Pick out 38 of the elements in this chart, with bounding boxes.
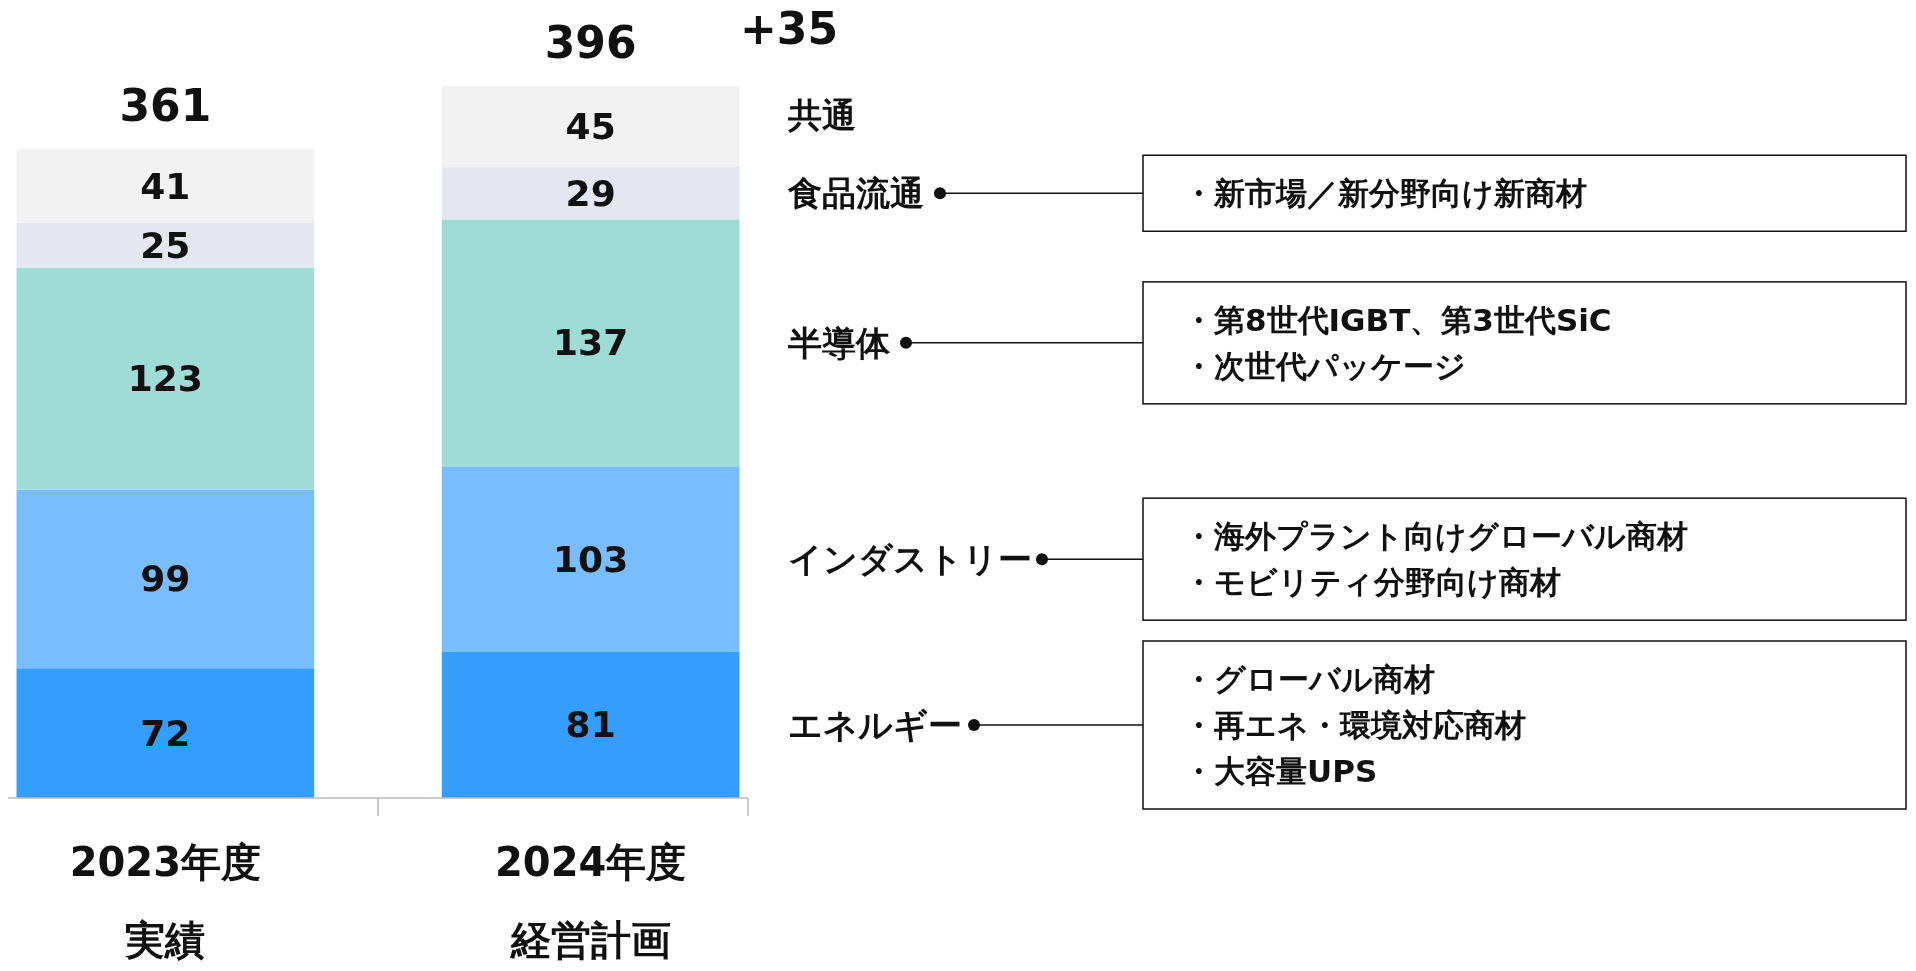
data-label: 41 <box>140 165 191 207</box>
bar <box>16 668 315 798</box>
bar <box>441 86 740 168</box>
bar <box>441 167 740 220</box>
text: ・次世代パッケージ <box>1183 347 1466 384</box>
text: ・大容量UPS <box>1183 753 1378 789</box>
series-label: 食品流通 <box>787 173 924 214</box>
text: +35 <box>740 3 839 54</box>
series-label: エネルギー <box>788 705 962 745</box>
data-label: 29 <box>565 172 616 214</box>
data-label: 25 <box>140 225 191 267</box>
bar <box>16 149 315 223</box>
text: ・新市場／新分野向け新商材 <box>1183 175 1587 212</box>
x-tick-label: 2024年度経営計画 <box>494 839 687 963</box>
bar <box>441 652 740 798</box>
series-label: 共通 <box>787 94 856 135</box>
text: ・再エネ・環境対応商材 <box>1183 707 1526 743</box>
data-label: 81 <box>565 704 616 746</box>
data-label: 99 <box>140 558 191 600</box>
total-label: 361 <box>119 80 212 132</box>
total-label: 396 <box>544 17 637 68</box>
series-label: インダストリー <box>788 539 1032 580</box>
data-label: 103 <box>553 538 629 580</box>
data-label: 45 <box>565 106 616 148</box>
data-label: 72 <box>140 712 191 754</box>
bar <box>16 268 315 490</box>
text: ・グローバル商材 <box>1183 661 1435 697</box>
bar <box>16 489 315 669</box>
text: ・第8世代IGBT、第3世代SiC <box>1183 301 1612 338</box>
series-label: 半導体 <box>787 322 891 363</box>
text: ・海外プラント向けグローバル商材 <box>1183 518 1688 555</box>
bar <box>16 222 315 269</box>
bar <box>441 219 740 467</box>
x-tick-label: 2023年度実績 <box>69 839 262 963</box>
data-label: 123 <box>127 358 203 400</box>
text: ・モビリティ分野向け商材 <box>1183 564 1561 601</box>
data-label: 137 <box>553 322 629 364</box>
bar <box>441 466 740 652</box>
